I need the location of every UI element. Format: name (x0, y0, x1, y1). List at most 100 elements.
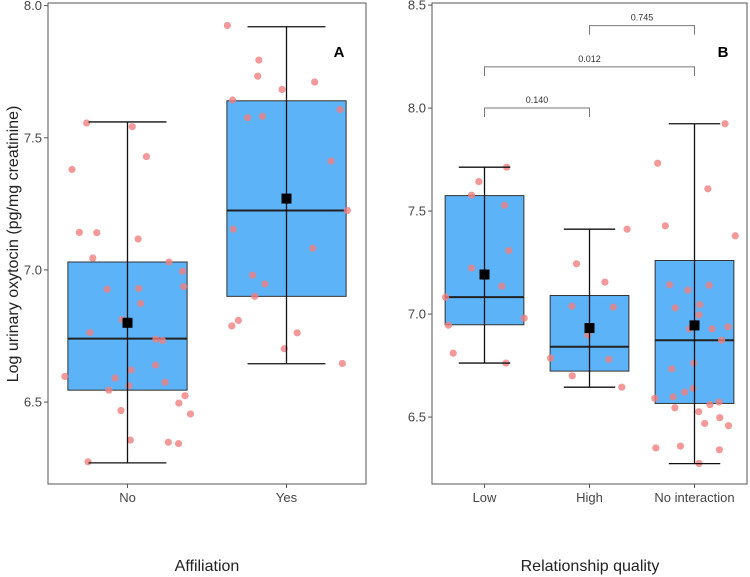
data-point (105, 386, 113, 394)
y-tick-label: 6.5 (408, 410, 426, 425)
y-tick-label: 7.5 (408, 204, 426, 219)
data-point (568, 372, 576, 380)
p-value-label: 0.140 (526, 95, 549, 105)
x-axis-label-a: Affiliation (175, 558, 240, 575)
data-point (669, 393, 677, 401)
data-point (676, 442, 685, 450)
x-tick-label: Low (473, 490, 497, 505)
data-point (135, 284, 143, 293)
mean-marker (584, 323, 595, 334)
data-point (623, 225, 631, 233)
data-point (309, 244, 317, 252)
data-point (520, 314, 528, 322)
data-point (695, 311, 703, 319)
data-point (158, 336, 167, 345)
data-point (127, 366, 135, 374)
data-point (467, 191, 476, 199)
y-tick-label: 8.0 (24, 0, 42, 13)
data-point (609, 303, 617, 311)
data-point (327, 157, 335, 165)
data-point (336, 105, 344, 114)
x-axis-label-b: Relationship quality (521, 558, 660, 575)
data-point (234, 316, 242, 325)
data-point (671, 404, 679, 412)
data-point (128, 123, 136, 131)
data-point (255, 56, 263, 64)
data-point (251, 292, 259, 300)
data-point (161, 378, 169, 386)
data-point (84, 458, 92, 466)
significance-bracket (589, 25, 695, 35)
mean-marker (122, 317, 133, 328)
data-point (601, 278, 609, 286)
data-point (721, 120, 729, 128)
panel-label: A (334, 44, 345, 61)
data-point (311, 78, 319, 86)
data-point (93, 229, 101, 237)
data-point (134, 235, 142, 243)
data-point (671, 304, 679, 312)
data-point (164, 438, 172, 446)
data-point (716, 414, 724, 422)
data-point (228, 322, 236, 330)
data-point (706, 401, 714, 409)
data-point (137, 299, 145, 308)
data-point (229, 225, 237, 233)
data-point (75, 228, 83, 236)
panel-a: 6.5 7.0 7.5 8.0 No Yes A (24, 0, 367, 505)
data-point (293, 329, 301, 337)
data-point (178, 267, 187, 275)
x-tick-label: Yes (276, 490, 298, 505)
data-point (261, 280, 269, 288)
data-point (258, 112, 267, 120)
data-point (228, 96, 237, 104)
data-point (254, 72, 262, 80)
y-axis-label: Log urinary oxytocin (pg/mg creatinine) (5, 106, 22, 383)
x-tick-label: High (576, 490, 603, 505)
data-point (701, 419, 709, 428)
data-point (690, 359, 698, 367)
mean-marker (281, 193, 292, 204)
significance-bracket (484, 107, 590, 118)
y-tick-label: 6.5 (24, 395, 42, 410)
y-tick-label: 7.0 (408, 307, 426, 322)
y-tick-label: 7.5 (24, 130, 42, 145)
mean-marker (689, 320, 700, 331)
data-point (666, 281, 674, 289)
y-tick-label: 8.5 (408, 0, 426, 13)
data-point (668, 365, 676, 373)
data-point (103, 285, 111, 293)
data-point (278, 85, 286, 94)
data-point (152, 335, 160, 343)
data-point (180, 282, 188, 291)
data-point (696, 300, 704, 309)
data-point (715, 398, 723, 406)
p-value-label: 0.745 (631, 13, 654, 23)
data-point (724, 323, 732, 331)
data-point (181, 392, 189, 400)
data-point (546, 354, 555, 362)
data-point (441, 293, 450, 301)
data-point (126, 436, 134, 444)
data-point (165, 258, 173, 266)
data-point (249, 271, 257, 279)
data-point (449, 349, 457, 357)
data-point (223, 21, 231, 30)
data-point (652, 444, 660, 452)
significance-bracket (484, 66, 695, 76)
data-point (654, 159, 662, 167)
data-point (111, 374, 119, 382)
data-point (708, 325, 716, 333)
data-point (505, 247, 513, 255)
data-point (717, 336, 726, 344)
x-tick-label: No interaction (654, 490, 734, 505)
data-point (731, 232, 739, 240)
data-point (651, 394, 659, 402)
data-point (568, 302, 576, 310)
data-point (243, 114, 252, 122)
data-point (444, 321, 452, 329)
y-tick-label: 8.0 (408, 101, 426, 116)
data-point (715, 446, 723, 454)
data-point (704, 185, 712, 193)
